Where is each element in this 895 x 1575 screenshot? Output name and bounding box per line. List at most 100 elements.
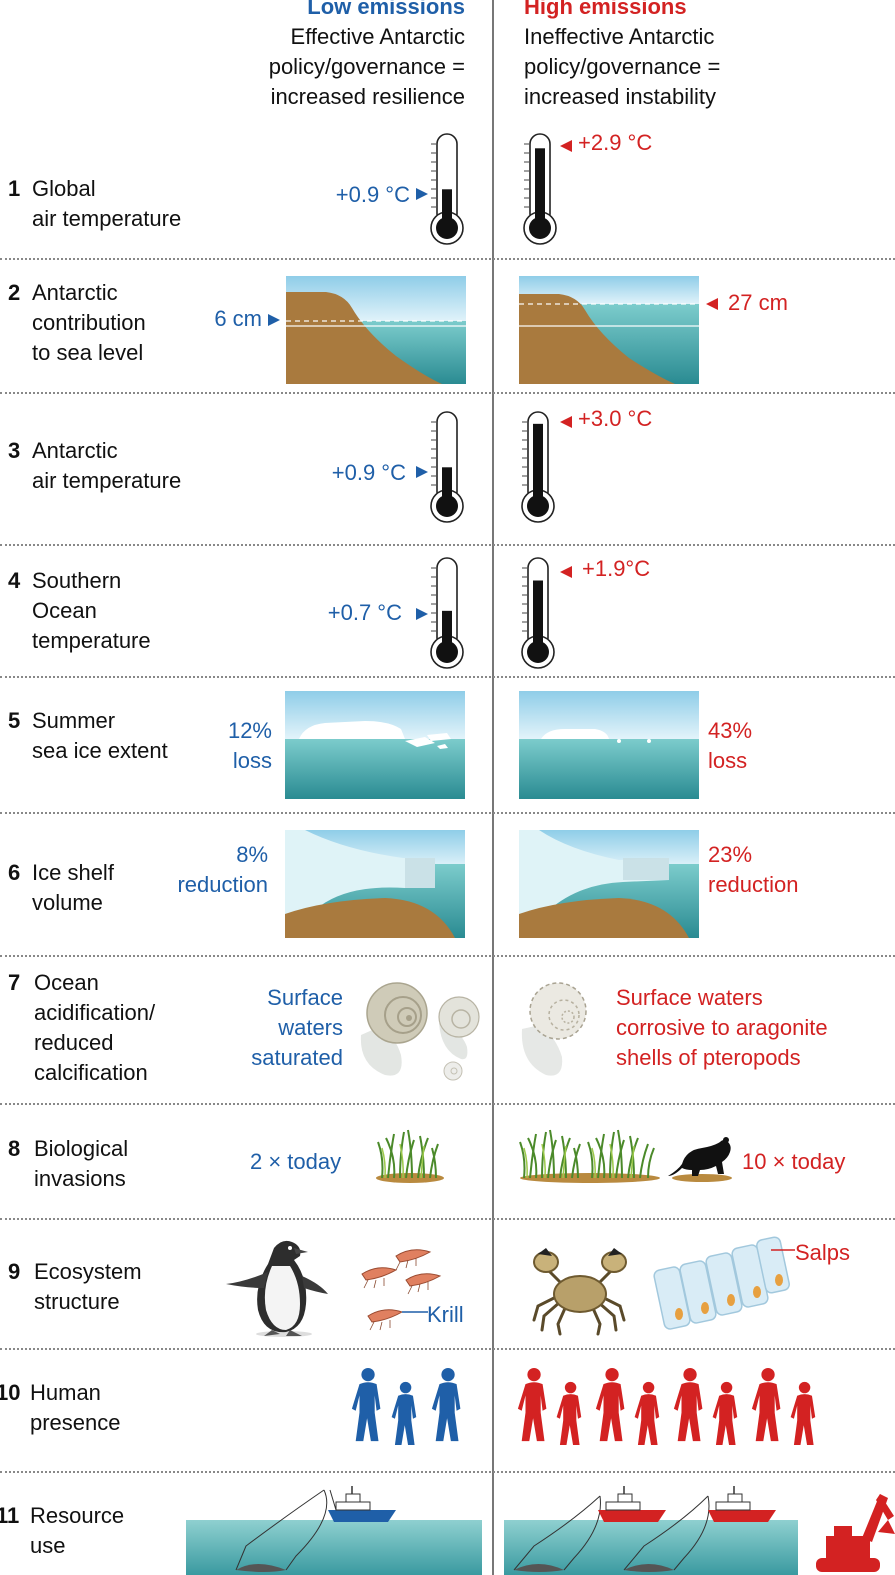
salps-label: Salps <box>795 1240 851 1265</box>
row-label: calcification <box>34 1060 148 1085</box>
thermometer-icon <box>430 557 464 669</box>
salp-icon <box>653 1236 795 1330</box>
thermometer-icon <box>430 133 464 245</box>
high-value-line1: 43% <box>708 718 753 743</box>
low-value-line1: 8% <box>236 842 268 867</box>
krill-label: Krill <box>427 1302 464 1327</box>
low-header-line1: Effective Antarctic <box>290 24 465 49</box>
person-icon <box>351 1367 381 1442</box>
thermometer-fill <box>442 467 452 506</box>
high-value: 10 × today <box>742 1149 846 1174</box>
high-value-line1: Surface waters <box>616 985 763 1010</box>
row-label: Antarctic <box>32 280 118 305</box>
row-label: contribution <box>32 310 146 335</box>
high-header-line1: Ineffective Antarctic <box>524 24 715 49</box>
person-icon <box>712 1381 738 1445</box>
low-value: +0.9 °C <box>331 460 406 485</box>
excavator-icon <box>816 1494 895 1572</box>
row-label: air temperature <box>32 206 182 231</box>
person-icon <box>517 1367 547 1442</box>
low-value-line1: Surface <box>267 985 343 1010</box>
row-label: Ocean <box>32 598 97 623</box>
thermometer-icon <box>430 411 464 523</box>
low-value-line3: saturated <box>251 1045 343 1070</box>
row-label: air temperature <box>32 468 182 493</box>
high-sea-level-illustration <box>519 276 699 384</box>
low-value-line2: reduction <box>177 872 268 897</box>
high-pointer-icon <box>560 140 572 152</box>
row-number: 5 <box>8 708 21 733</box>
low-sea-ice-illustration <box>285 691 465 799</box>
thermometer-fill <box>442 610 452 652</box>
thermometer-fill <box>442 189 452 228</box>
high-header-line3: increased instability <box>524 84 716 109</box>
row-label: presence <box>30 1410 121 1435</box>
row-label: Ice shelf <box>32 860 114 885</box>
high-value: +3.0 °C <box>578 406 653 431</box>
person-icon <box>751 1367 781 1442</box>
low-emissions-title: Low emissions <box>307 0 465 19</box>
low-ice-shelf-illustration <box>285 830 465 938</box>
low-sea-level-illustration <box>286 276 466 384</box>
low-value: +0.7 °C <box>327 600 402 625</box>
grass-icon <box>519 1129 660 1183</box>
thermometer-icon <box>521 557 555 669</box>
low-value-line1: 12% <box>227 718 272 743</box>
person-icon <box>673 1367 703 1442</box>
low-header-line3: increased resilience <box>270 84 465 109</box>
grass-icon <box>376 1129 444 1183</box>
thermometer-icon <box>521 411 555 523</box>
row-separator <box>0 676 895 678</box>
high-value-line3: shells of pteropods <box>616 1045 801 1070</box>
row-label: to sea level <box>32 340 144 365</box>
row-label: Summer <box>32 708 116 733</box>
high-header-line2: policy/governance = <box>524 54 721 79</box>
low-header-line2: policy/governance = <box>268 54 465 79</box>
krill-icon <box>361 1249 442 1331</box>
dissolved-shell-icon <box>521 982 587 1076</box>
high-value-line2: corrosive to aragonite <box>616 1015 828 1040</box>
high-value: 27 cm <box>728 290 788 315</box>
penguin-icon <box>226 1240 328 1337</box>
ship-icon <box>328 1486 396 1522</box>
high-pointer-icon <box>560 416 572 428</box>
row-label: acidification/ <box>34 1000 156 1025</box>
high-emissions-title: High emissions <box>524 0 687 19</box>
high-value-line1: 23% <box>708 842 753 867</box>
row-label: invasions <box>34 1166 126 1191</box>
thermometer-fill <box>533 423 543 506</box>
high-resource-use-illustration <box>504 1486 895 1575</box>
row-label: Southern <box>32 568 122 593</box>
row-separator <box>0 812 895 814</box>
high-pointer-icon <box>560 566 572 578</box>
row-label: Antarctic <box>32 438 118 463</box>
row-number: 10 <box>0 1380 21 1405</box>
row-number: 9 <box>8 1259 21 1284</box>
row-label: Ecosystem <box>34 1259 142 1284</box>
row-label: Global <box>32 176 96 201</box>
high-pointer-icon <box>706 298 718 310</box>
row-separator <box>0 1348 895 1350</box>
row-separator <box>0 1103 895 1105</box>
thermometer-fill <box>535 148 545 228</box>
row-number: 8 <box>8 1136 21 1161</box>
ship-icon <box>708 1486 776 1522</box>
low-pointer-icon <box>268 314 280 326</box>
low-value-line2: loss <box>232 748 272 773</box>
row-number: 3 <box>8 438 21 463</box>
low-pointer-icon <box>416 608 428 620</box>
row-label: temperature <box>32 628 151 653</box>
crab-icon <box>532 1248 627 1336</box>
low-value: 2 × today <box>250 1149 342 1174</box>
row-separator <box>0 544 895 546</box>
row-label: Human <box>30 1380 101 1405</box>
person-icon <box>790 1381 816 1445</box>
low-pointer-icon <box>416 188 428 200</box>
row-separator <box>0 258 895 260</box>
rat-icon <box>668 1137 732 1182</box>
person-icon <box>431 1367 461 1442</box>
high-value-line2: loss <box>708 748 748 773</box>
person-icon <box>556 1381 582 1445</box>
person-icon <box>391 1381 417 1445</box>
pteropod-shell-icon <box>360 982 480 1081</box>
